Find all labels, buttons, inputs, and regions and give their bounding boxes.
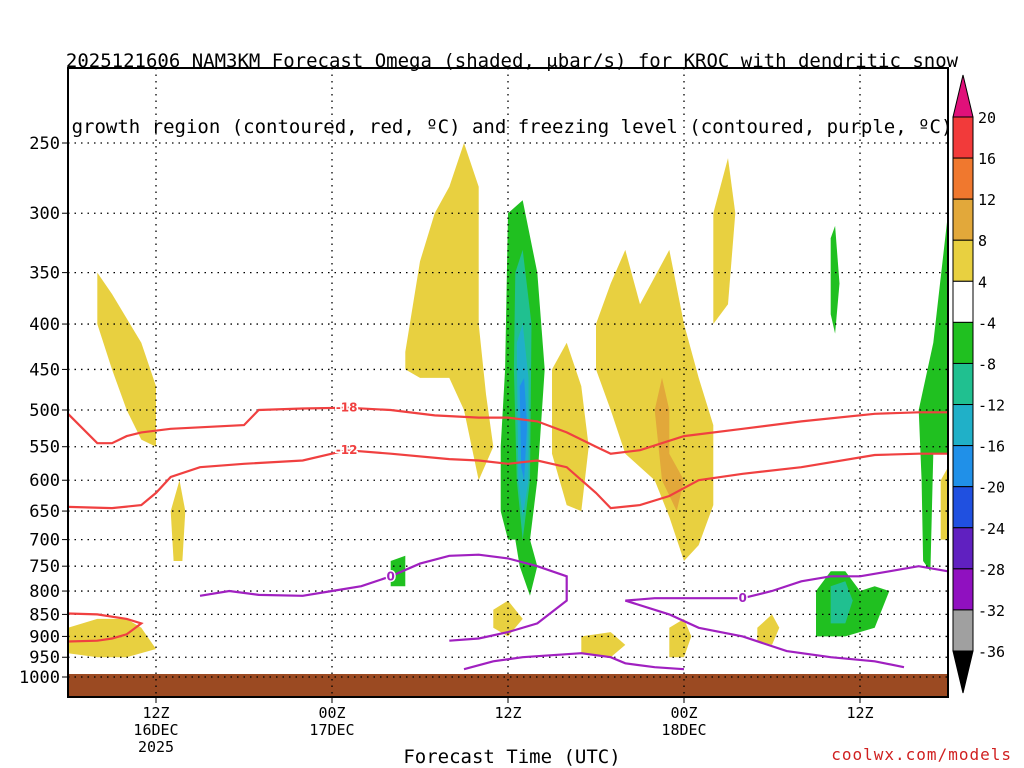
y-tick-label-600: 600 <box>29 471 60 491</box>
omega-region-17 <box>390 555 406 587</box>
y-tick-label-550: 550 <box>29 438 60 458</box>
y-tick-label-450: 450 <box>29 360 60 380</box>
x-tick-label-6-2: 2025 <box>138 738 174 756</box>
colorbar-label-3: 8 <box>978 232 987 250</box>
colorbar-swatch-3 <box>952 239 974 282</box>
y-tick-label-300: 300 <box>29 204 60 224</box>
colorbar-swatch-8 <box>952 445 974 488</box>
x-tick-label-42-1: 18DEC <box>661 721 706 739</box>
y-tick-label-700: 700 <box>29 531 60 551</box>
contour-label-0: 0 <box>386 569 394 583</box>
colorbar-label-7: -12 <box>978 397 1005 415</box>
colorbar: 20 16 12 8 4 -4 -8 -12 -16 -20 -24 -28 -32 -36 <box>952 74 1005 694</box>
contour-0 <box>199 553 568 642</box>
contour--18 <box>67 406 948 455</box>
contour--12b <box>67 612 144 643</box>
colorbar-label-12: -32 <box>978 602 1005 620</box>
omega-region-14 <box>830 225 840 334</box>
x-tick-label-6-1: 16DEC <box>133 721 178 739</box>
colorbar-swatch-1 <box>952 157 974 200</box>
y-tick-label-900: 900 <box>29 627 60 647</box>
omega-region-16 <box>816 571 890 637</box>
omega-region-0 <box>97 272 156 447</box>
y-tick-label-850: 850 <box>29 605 60 625</box>
omega-region-21 <box>519 377 528 481</box>
omega-region-5 <box>596 249 714 561</box>
omega-region-19 <box>830 581 853 624</box>
watermark: coolwx.com/models <box>831 745 1012 764</box>
colorbar-swatch-4 <box>952 280 974 323</box>
y-tick-label-950: 950 <box>29 648 60 668</box>
y-tick-label-500: 500 <box>29 401 60 421</box>
colorbar-swatch-9 <box>952 486 974 529</box>
colorbar-label-1: 16 <box>978 150 996 168</box>
colorbar-label-10: -24 <box>978 520 1005 538</box>
omega-region-10 <box>757 614 780 645</box>
colorbar-label-9: -20 <box>978 479 1005 497</box>
y-tick-label-750: 750 <box>29 557 60 577</box>
colorbar-swatch-10 <box>952 527 974 570</box>
colorbar-swatch-5 <box>952 321 974 364</box>
omega-region-11 <box>940 467 948 540</box>
x-tick-label-6-0: 12Z <box>142 704 169 722</box>
chart-title-line2: growth region (contoured, red, ºC) and f… <box>71 116 953 138</box>
omega-region-9 <box>669 618 692 658</box>
colorbar-swatch-11 <box>952 568 974 611</box>
colorbar-swatch-0 <box>952 116 974 159</box>
x-tick-label-18-1: 17DEC <box>309 721 354 739</box>
chart-title-line1: 2025121606 NAM3KM Forecast Omega (shaded… <box>65 50 959 72</box>
omega-region-15 <box>918 213 948 572</box>
contour--12 <box>67 449 948 510</box>
x-tick-label-42-0: 00Z <box>670 704 697 722</box>
colorbar-swatch-2 <box>952 198 974 241</box>
colorbar-label-8: -16 <box>978 438 1005 456</box>
x-tick-label-54-0: 12Z <box>846 704 873 722</box>
contour-0b <box>625 565 949 602</box>
omega-region-6 <box>713 158 736 324</box>
grid-lines <box>68 68 948 697</box>
omega-region-12 <box>654 377 684 512</box>
y-tick-label-350: 350 <box>29 264 60 284</box>
contour-label--12: -12 <box>336 443 358 457</box>
y-tick-label-1000: 1000 <box>19 668 60 688</box>
y-tick-label-250: 250 <box>29 134 60 154</box>
y-tick-label-650: 650 <box>29 502 60 522</box>
colorbar-label-4: 4 <box>978 273 987 291</box>
omega-region-4 <box>552 342 589 512</box>
x-tick-label-30-0: 12Z <box>494 704 521 722</box>
y-tick-label-800: 800 <box>29 582 60 602</box>
colorbar-swatch-12 <box>952 609 974 652</box>
y-axis: 2503003504004505005506006507007508008509… <box>19 134 68 688</box>
colorbar-label-2: 12 <box>978 191 996 209</box>
omega-region-3 <box>405 143 494 481</box>
x-tick-label-18-0: 00Z <box>318 704 345 722</box>
omega-shading <box>68 143 948 658</box>
x-axis-title: Forecast Time (UTC) <box>403 746 621 768</box>
contour-0c <box>624 599 905 669</box>
colorbar-label-0: 20 <box>978 109 996 127</box>
colorbar-bottom-arrow <box>952 650 974 694</box>
colorbar-label-5: -4 <box>978 314 996 332</box>
contour-label-0b: 0 <box>738 591 746 605</box>
colorbar-top-arrow <box>952 74 974 118</box>
contour-0d <box>463 652 685 671</box>
omega-region-1 <box>170 480 186 561</box>
omega-region-7 <box>493 600 523 637</box>
colorbar-label-6: -8 <box>978 355 996 373</box>
colorbar-swatch-7 <box>952 404 974 447</box>
contour-lines: -18 -12 0 0 <box>67 399 949 671</box>
y-tick-label-400: 400 <box>29 315 60 335</box>
colorbar-label-11: -28 <box>978 561 1005 579</box>
chart-title: 2025121606 NAM3KM Forecast Omega (shaded… <box>0 6 1024 160</box>
colorbar-label-13: -36 <box>978 643 1005 661</box>
colorbar-swatch-6 <box>952 362 974 406</box>
omega-region-8 <box>581 632 626 658</box>
contour-label--18: -18 <box>336 401 358 415</box>
